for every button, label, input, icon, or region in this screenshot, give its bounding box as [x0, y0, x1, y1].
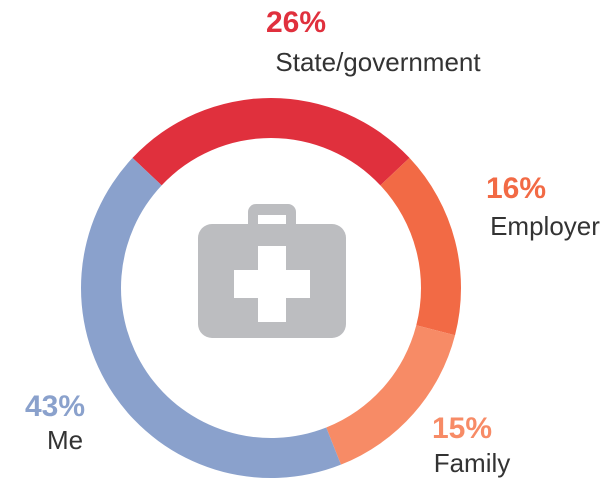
category-label: Employer [490, 211, 600, 241]
donut-segment [326, 325, 456, 465]
category-label: State/government [275, 47, 481, 77]
value-label: 43% [25, 390, 85, 423]
briefcase-icon [198, 204, 346, 338]
value-label: 15% [432, 412, 492, 445]
donut-segment [132, 97, 410, 186]
value-label: 16% [486, 172, 546, 205]
donut-segment [80, 157, 341, 479]
category-label: Me [47, 425, 83, 455]
category-label: Family [434, 448, 511, 478]
value-label: 26% [266, 6, 326, 39]
donut-segment [380, 157, 461, 336]
